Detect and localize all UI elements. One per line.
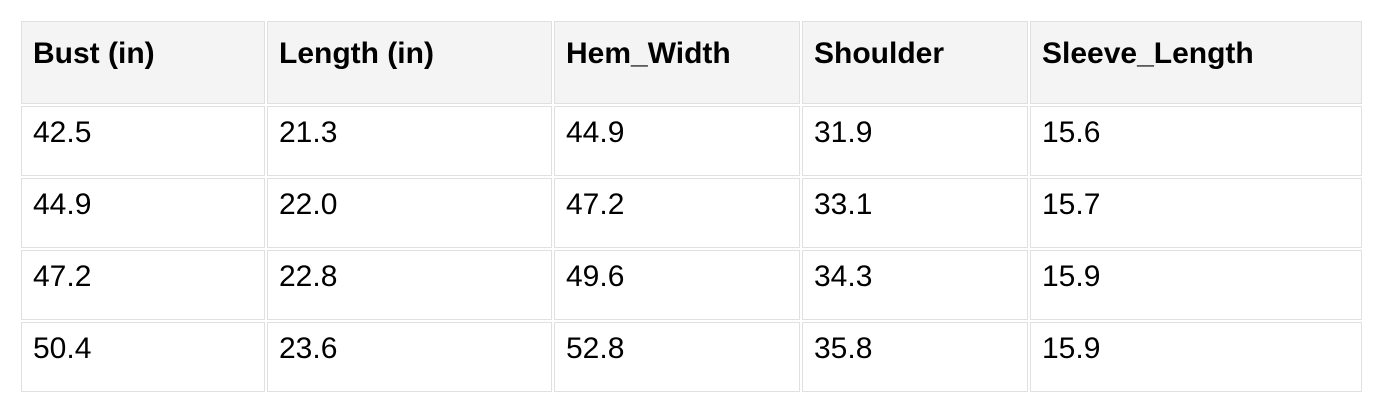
- table-cell: 15.6: [1030, 106, 1362, 176]
- table-cell: 47.2: [554, 178, 800, 248]
- table-cell: 15.9: [1030, 322, 1362, 392]
- table-cell: 44.9: [554, 106, 800, 176]
- column-header-shoulder: Shoulder: [802, 21, 1028, 104]
- table-cell: 31.9: [802, 106, 1028, 176]
- column-header-hem-width: Hem_Width: [554, 21, 800, 104]
- table-row: 47.2 22.8 49.6 34.3 15.9: [21, 250, 1362, 320]
- table-cell: 15.7: [1030, 178, 1362, 248]
- column-header-length: Length (in): [267, 21, 552, 104]
- table-cell: 33.1: [802, 178, 1028, 248]
- header-row: Bust (in) Length (in) Hem_Width Shoulder…: [21, 21, 1362, 104]
- table-cell: 35.8: [802, 322, 1028, 392]
- table-cell: 23.6: [267, 322, 552, 392]
- table-cell: 49.6: [554, 250, 800, 320]
- table-cell: 44.9: [21, 178, 265, 248]
- table-cell: 15.9: [1030, 250, 1362, 320]
- table-cell: 22.0: [267, 178, 552, 248]
- column-header-sleeve-length: Sleeve_Length: [1030, 21, 1362, 104]
- table-cell: 42.5: [21, 106, 265, 176]
- table-cell: 52.8: [554, 322, 800, 392]
- table-row: 44.9 22.0 47.2 33.1 15.7: [21, 178, 1362, 248]
- table-row: 50.4 23.6 52.8 35.8 15.9: [21, 322, 1362, 392]
- table-row: 42.5 21.3 44.9 31.9 15.6: [21, 106, 1362, 176]
- table-cell: 50.4: [21, 322, 265, 392]
- table-cell: 22.8: [267, 250, 552, 320]
- table-cell: 21.3: [267, 106, 552, 176]
- table-cell: 34.3: [802, 250, 1028, 320]
- column-header-bust: Bust (in): [21, 21, 265, 104]
- size-chart-table: Bust (in) Length (in) Hem_Width Shoulder…: [19, 19, 1364, 394]
- table-cell: 47.2: [21, 250, 265, 320]
